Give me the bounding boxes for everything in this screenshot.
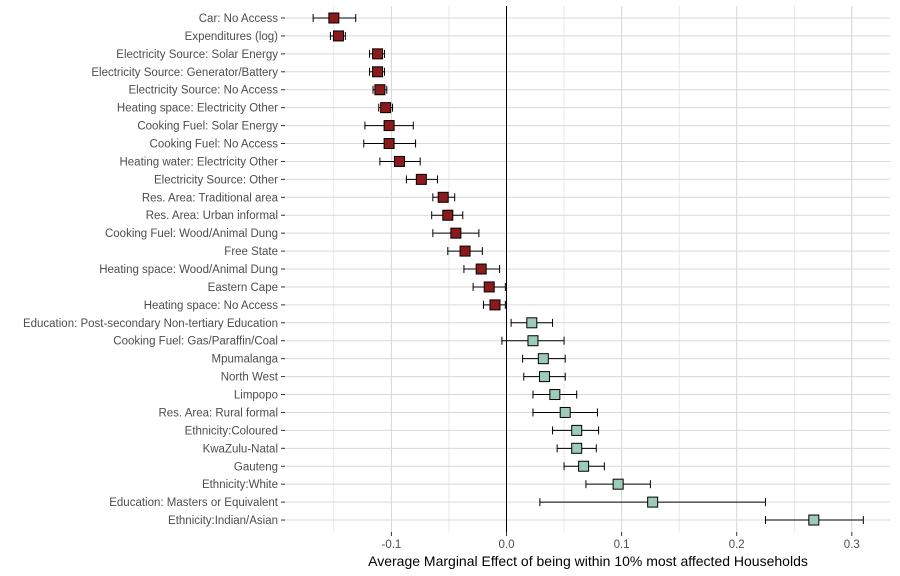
estimate-row bbox=[539, 496, 766, 508]
y-tick-label: Res. Area: Rural formal bbox=[158, 407, 278, 419]
y-tick-label: Mpumalanga bbox=[212, 354, 279, 366]
estimate-point bbox=[374, 84, 386, 96]
y-tick-label: Education: Masters or Equivalent bbox=[109, 497, 279, 509]
estimate-point bbox=[450, 227, 462, 239]
estimate-row bbox=[369, 66, 385, 78]
y-tick-label: Electricity Source: Solar Energy bbox=[116, 49, 278, 61]
y-tick-label: Heating space: No Access bbox=[144, 300, 278, 312]
x-tick-labels: -0.1 0.0 0.1 0.2 0.3 bbox=[381, 532, 860, 551]
estimate-row bbox=[329, 30, 346, 42]
y-tick-label: Electricity Source: Generator/Battery bbox=[91, 67, 278, 79]
y-tick-label: North West bbox=[221, 372, 279, 384]
y-tick-label: Heating space: Wood/Animal Dung bbox=[99, 264, 278, 276]
estimate-row bbox=[532, 406, 598, 418]
estimate-point bbox=[380, 102, 392, 114]
y-tick-label: Heating water: Electricity Other bbox=[119, 156, 278, 168]
y-tick-labels: Car: No Access Expenditures (log) Electric… bbox=[23, 13, 285, 527]
y-tick-label: Limpopo bbox=[234, 390, 278, 402]
estimate-row bbox=[379, 155, 421, 167]
estimate-row bbox=[523, 371, 566, 383]
y-tick-label: Car: No Access bbox=[199, 13, 278, 25]
estimate-point bbox=[383, 120, 395, 132]
estimate-row bbox=[378, 102, 394, 114]
estimate-point bbox=[332, 30, 344, 42]
estimate-point bbox=[549, 389, 561, 401]
y-tick-label: Electricity Source: No Access bbox=[128, 85, 278, 97]
estimate-row bbox=[363, 138, 417, 150]
estimate-point bbox=[578, 460, 590, 472]
marks-layer bbox=[312, 12, 864, 526]
estimate-row bbox=[501, 335, 565, 347]
y-tick-label: Cooking Fuel: Gas/Paraffin/Coal bbox=[113, 336, 278, 348]
estimate-row bbox=[431, 209, 464, 221]
estimate-point bbox=[808, 514, 820, 526]
estimate-point bbox=[372, 66, 384, 78]
estimate-row bbox=[585, 478, 651, 490]
estimate-point bbox=[571, 442, 583, 454]
estimate-point bbox=[415, 173, 427, 185]
estimate-row bbox=[482, 299, 506, 311]
estimate-point bbox=[526, 317, 538, 329]
y-tick-label: Res. Area: Traditional area bbox=[142, 192, 279, 204]
estimate-row bbox=[556, 442, 597, 454]
x-tick-label: 0.1 bbox=[614, 539, 630, 551]
estimate-point bbox=[538, 371, 550, 383]
y-tick-label: Education: Post-secondary Non-tertiary E… bbox=[23, 318, 278, 330]
estimate-point bbox=[571, 424, 583, 436]
estimate-row bbox=[312, 12, 357, 24]
estimate-row bbox=[432, 191, 456, 203]
estimate-row bbox=[447, 245, 483, 257]
y-tick-label: Expenditures (log) bbox=[185, 31, 278, 43]
y-tick-label: Eastern Cape bbox=[208, 282, 278, 294]
x-tick-label: 0.0 bbox=[499, 539, 515, 551]
estimate-point bbox=[612, 478, 624, 490]
estimate-row bbox=[369, 48, 385, 60]
estimate-point bbox=[483, 281, 495, 293]
y-tick-label: Ethnicity:Coloured bbox=[185, 425, 278, 437]
estimate-row bbox=[432, 227, 480, 239]
x-tick-label: 0.3 bbox=[844, 539, 860, 551]
estimate-point bbox=[537, 353, 549, 365]
y-tick-label: Gauteng bbox=[234, 461, 278, 473]
estimate-row bbox=[472, 281, 506, 293]
estimate-row bbox=[463, 263, 501, 275]
x-tick-label: 0.2 bbox=[729, 539, 745, 551]
y-tick-label: Ethnicity:White bbox=[202, 479, 278, 491]
y-tick-label: Free State bbox=[224, 246, 278, 258]
y-tick-label: KwaZulu-Natal bbox=[203, 443, 278, 455]
y-tick-label: Res. Area: Urban informal bbox=[146, 210, 278, 222]
estimate-point bbox=[442, 209, 454, 221]
estimate-point bbox=[437, 191, 449, 203]
y-tick-label: Heating space: Electricity Other bbox=[117, 103, 278, 115]
estimate-row bbox=[372, 84, 388, 96]
estimate-point bbox=[527, 335, 539, 347]
estimate-point bbox=[393, 155, 405, 167]
x-tick-label: -0.1 bbox=[381, 539, 401, 551]
estimate-row bbox=[563, 460, 605, 472]
estimate-point bbox=[647, 496, 659, 508]
y-tick-label: Cooking Fuel: Wood/Animal Dung bbox=[105, 228, 278, 240]
estimate-point bbox=[328, 12, 340, 24]
estimate-point bbox=[475, 263, 487, 275]
y-tick-label: Ethnicity:Indian/Asian bbox=[168, 515, 278, 527]
y-tick-label: Cooking Fuel: No Access bbox=[150, 139, 279, 151]
estimate-row bbox=[364, 120, 414, 132]
x-axis-title: Average Marginal Effect of being within … bbox=[368, 553, 808, 569]
estimate-row bbox=[532, 389, 578, 401]
estimate-point bbox=[459, 245, 471, 257]
estimate-point bbox=[383, 138, 395, 150]
estimate-row bbox=[552, 424, 600, 436]
estimate-point bbox=[559, 406, 571, 418]
estimate-point bbox=[372, 48, 384, 60]
y-tick-label: Electricity Source: Other bbox=[154, 174, 278, 186]
y-tick-label: Cooking Fuel: Solar Energy bbox=[137, 121, 278, 133]
estimate-row bbox=[510, 317, 554, 329]
estimate-row bbox=[405, 173, 438, 185]
estimate-row bbox=[764, 514, 864, 526]
estimate-point bbox=[489, 299, 501, 311]
estimate-row bbox=[522, 353, 566, 365]
